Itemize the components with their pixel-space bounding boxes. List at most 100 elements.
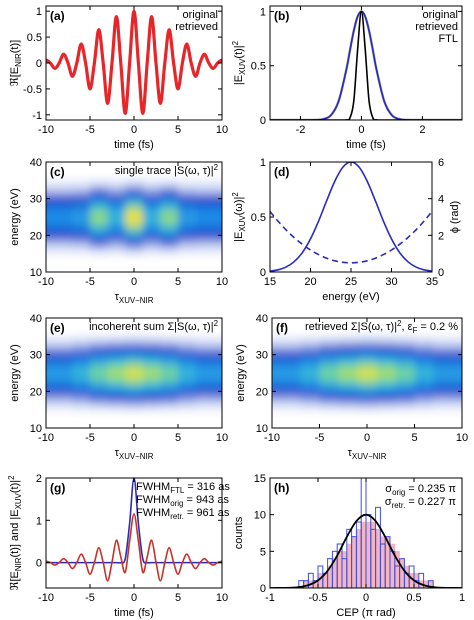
heat-cell: [142, 380, 161, 389]
heat-cell: [195, 231, 214, 240]
label-part: = 0.227 π: [405, 496, 456, 508]
heat-cell: [72, 343, 91, 352]
heat-cell: [395, 358, 415, 367]
heat-cell: [107, 202, 126, 211]
annotation: incoherent sum Σ|S(ω, τ)|2: [89, 319, 218, 333]
x-tick-label: -10: [264, 432, 280, 444]
heat-cell: [213, 351, 222, 359]
label-part: energy (eV): [9, 344, 21, 401]
label-part: τ: [115, 447, 120, 459]
y2-tick-label: 4: [438, 194, 444, 206]
heat-cell: [160, 239, 179, 247]
heat-cell: [300, 373, 320, 381]
heat-cell: [142, 231, 161, 240]
label-part: 2: [231, 41, 240, 45]
heat-cell: [125, 387, 144, 396]
label-part: XUV: [238, 215, 247, 232]
y-tick-label: 0: [36, 558, 42, 570]
x-tick-label: -10: [38, 592, 54, 604]
heat-cell: [125, 351, 144, 359]
heat-cell: [160, 395, 179, 403]
heat-cell: [125, 395, 144, 403]
y-axis-label: |EXUV(t)|2: [231, 41, 247, 85]
heat-cell: [178, 395, 197, 403]
panel-label: (c): [50, 165, 65, 179]
hist-bar: [365, 521, 372, 588]
x-tick-label: 2: [419, 124, 425, 136]
heat-cell: [46, 246, 56, 255]
heat-cell: [213, 224, 222, 233]
heat-cell: [142, 209, 161, 218]
heat-cell: [452, 395, 462, 403]
heat-cell: [125, 217, 144, 225]
heat-cell: [178, 195, 197, 203]
heat-cell: [107, 336, 126, 345]
heat-cell: [178, 365, 197, 374]
heat-cell: [376, 336, 396, 345]
heat-cell: [54, 202, 73, 211]
heat-cell: [90, 202, 109, 211]
heat-cell: [195, 246, 214, 255]
heat-cell: [90, 380, 109, 389]
heat-cell: [46, 365, 56, 374]
hist-bar: [375, 529, 381, 588]
y-tick-label: 0.5: [251, 212, 266, 224]
heat-cell: [395, 336, 415, 345]
label-part: F: [412, 326, 417, 335]
heat-cell: [90, 239, 109, 247]
heat-cell: [414, 402, 434, 411]
heat-cell: [125, 187, 144, 196]
y-tick-label: 0.5: [251, 61, 266, 73]
y-tick-label: 1: [260, 157, 266, 169]
x-tick-label: 0: [131, 124, 137, 136]
legend-entry: retrieved: [175, 21, 218, 33]
heat-cell: [72, 224, 91, 233]
heat-cell: [72, 351, 91, 359]
heat-cell: [142, 373, 161, 381]
heat-cell: [272, 358, 282, 367]
heat-cell: [72, 209, 91, 218]
heat-cell: [195, 239, 214, 247]
heat-cell: [46, 224, 56, 233]
label-part: FWHM: [136, 494, 170, 506]
heat-cell: [90, 209, 109, 218]
y-tick-label: 20: [30, 230, 42, 242]
label-part: FWHM: [136, 507, 170, 519]
heat-cell: [195, 402, 214, 411]
x-tick-label: 10: [216, 276, 228, 288]
heat-cell: [160, 187, 179, 196]
heat-cell: [213, 387, 222, 396]
hist-bar: [346, 543, 352, 588]
label-part: = 961 as: [184, 507, 230, 519]
heat-cell: [46, 202, 56, 211]
heat-cell: [142, 365, 161, 374]
heat-cell: [213, 246, 222, 255]
heat-cell: [54, 351, 73, 359]
heat-cell: [90, 195, 109, 203]
y-tick-label: 2: [36, 473, 42, 485]
label-part: time (fs): [114, 139, 154, 151]
heat-cell: [195, 395, 214, 403]
heat-cell: [107, 231, 126, 240]
heat-cell: [395, 351, 415, 359]
heat-cell: [125, 224, 144, 233]
heat-cell: [54, 395, 73, 403]
heat-cell: [281, 402, 301, 411]
heat-cell: [178, 217, 197, 225]
heat-cell: [178, 336, 197, 345]
heat-cell: [46, 351, 56, 359]
line-series: [270, 162, 432, 272]
heat-cell: [452, 343, 462, 352]
y-tick-label: 40: [30, 313, 42, 325]
x-axis-label: τXUV−NIR: [115, 291, 154, 305]
heat-cell: [433, 380, 453, 389]
heat-cell: [376, 351, 396, 359]
y-tick-label: -1: [32, 110, 42, 122]
heat-cell: [395, 402, 415, 411]
heat-cell: [338, 387, 358, 396]
x-tick-label: -5: [85, 124, 95, 136]
heat-cell: [452, 358, 462, 367]
heat-cell: [72, 202, 91, 211]
heat-cell: [178, 231, 197, 240]
